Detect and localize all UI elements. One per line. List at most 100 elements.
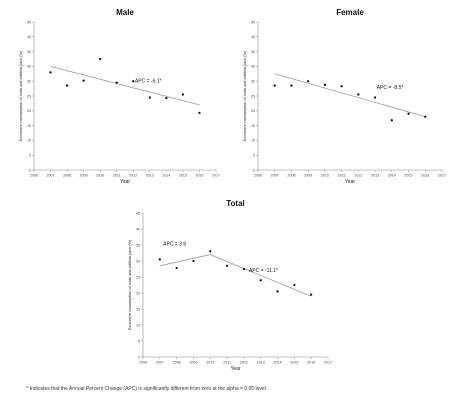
data-point <box>290 84 293 87</box>
y-tick-label: 15 <box>136 307 140 311</box>
y-tick-label: 30 <box>251 80 255 84</box>
y-tick-label: 10 <box>27 139 31 143</box>
data-point <box>373 96 377 99</box>
x-tick-label: 2007 <box>47 174 55 178</box>
x-tick-label: 2016 <box>195 174 203 178</box>
y-tick-label: 45 <box>136 211 140 215</box>
data-point <box>323 83 327 86</box>
x-tick-label: 2006 <box>254 174 262 178</box>
y-tick-label: 45 <box>27 35 31 39</box>
data-point <box>357 93 360 96</box>
x-tick-label: 2015 <box>179 174 187 178</box>
y-tick-label: 25 <box>251 94 255 98</box>
x-tick-label: 2011 <box>113 174 121 178</box>
data-point <box>99 57 102 61</box>
x-tick-label: 2008 <box>287 174 295 178</box>
y-tick-label: 5 <box>253 154 255 158</box>
chart-title: Total <box>226 199 245 208</box>
data-point <box>242 267 246 271</box>
data-point <box>424 115 427 118</box>
x-axis-label: Year <box>345 179 355 185</box>
apc-annotation: APC = -6.1* <box>135 78 162 84</box>
x-tick-label: 2011 <box>223 361 231 365</box>
x-tick-label: 2013 <box>146 174 154 178</box>
x-tick-label: 2017 <box>438 174 446 178</box>
y-tick-label: 40 <box>251 50 255 54</box>
y-tick-label: 5 <box>29 154 31 158</box>
x-tick-label: 2013 <box>371 174 379 178</box>
y-axis-label: Excessive consumption of soda and artifi… <box>243 50 247 141</box>
apc-annotation: APC = -11.1* <box>249 268 278 274</box>
x-tick-label: 2009 <box>80 174 88 178</box>
x-tick-label: 2007 <box>271 174 279 178</box>
data-point <box>165 96 168 100</box>
x-tick-label: 2007 <box>156 361 164 365</box>
data-point <box>158 258 161 261</box>
y-tick-label: 10 <box>251 139 255 143</box>
y-tick-label: 25 <box>136 275 140 279</box>
chart-female: Female 0 5 10 15 20 25 30 35 40 45 50 2006 2007 2008 20… <box>228 0 455 190</box>
y-tick-label: 20 <box>27 109 31 113</box>
data-point <box>82 79 85 82</box>
x-tick-label: 2017 <box>212 174 220 178</box>
data-point <box>175 266 178 270</box>
data-point <box>181 93 185 96</box>
y-tick-label: 30 <box>136 259 140 263</box>
chart-svg: Female 0 5 10 15 20 25 30 35 40 45 50 2006 2007 2008 20… <box>243 8 446 185</box>
data-point <box>65 84 69 87</box>
data-point <box>225 264 229 267</box>
y-tick-label: 50 <box>251 20 255 24</box>
data-point <box>310 293 313 296</box>
data-point <box>307 80 310 83</box>
y-tick-label: 15 <box>251 124 255 128</box>
data-point <box>132 80 135 83</box>
chart-male: Male 0 5 10 15 20 25 30 35 40 45 50 2006 2007 2008 2009… <box>0 0 228 190</box>
data-point <box>209 250 212 253</box>
x-tick-label: 2006 <box>30 174 38 178</box>
y-tick-label: 30 <box>27 80 31 84</box>
y-tick-label: 0 <box>253 168 255 172</box>
y-tick-label: 40 <box>27 50 31 54</box>
trend-line <box>50 66 200 106</box>
x-tick-label: 2015 <box>290 361 298 365</box>
x-tick-label: 2016 <box>421 174 429 178</box>
x-tick-label: 2010 <box>206 361 214 365</box>
x-tick-label: 2009 <box>304 174 312 178</box>
data-point <box>407 112 410 115</box>
x-tick-label: 2006 <box>139 361 147 365</box>
footnote: ^ Indicates that the Annual Percent Chan… <box>26 386 268 392</box>
y-axis-label: Excessive consumption of soda and artifi… <box>19 50 23 141</box>
chart-title: Male <box>116 8 134 17</box>
y-tick-label: 40 <box>136 227 140 231</box>
data-point <box>340 85 343 88</box>
trend-line <box>274 73 426 118</box>
x-tick-label: 2008 <box>63 174 71 178</box>
x-tick-label: 2017 <box>324 361 332 365</box>
x-tick-label: 2012 <box>129 174 137 178</box>
x-tick-label: 2012 <box>240 361 248 365</box>
y-tick-label: 15 <box>27 124 31 128</box>
x-tick-label: 2010 <box>321 174 329 178</box>
x-tick-label: 2014 <box>162 174 170 178</box>
x-tick-label: 2010 <box>96 174 104 178</box>
apc-annotation: APC = -8.5* <box>377 85 404 91</box>
y-tick-label: 0 <box>29 168 31 172</box>
trend-line <box>159 254 312 297</box>
x-tick-label: 2015 <box>405 174 413 178</box>
x-tick-label: 2009 <box>189 361 197 365</box>
x-tick-label: 2014 <box>274 361 282 365</box>
x-axis-label: Year <box>120 179 130 185</box>
y-tick-label: 5 <box>138 339 140 343</box>
data-point <box>273 84 276 87</box>
data-point <box>192 259 195 263</box>
data-point <box>390 119 393 122</box>
chart-svg: Total 0 5 10 15 20 25 30 35 40 45 2006 2007 2008 2009 2… <box>128 199 332 372</box>
data-point <box>115 81 118 84</box>
data-point <box>276 290 279 293</box>
x-tick-label: 2008 <box>173 361 181 365</box>
y-tick-label: 35 <box>251 65 255 69</box>
chart-total: Total 0 5 10 15 20 25 30 35 40 45 2006 2007 2008 2009 2… <box>110 196 340 380</box>
x-tick-label: 2012 <box>354 174 362 178</box>
y-tick-label: 25 <box>27 94 31 98</box>
data-point <box>49 71 52 74</box>
